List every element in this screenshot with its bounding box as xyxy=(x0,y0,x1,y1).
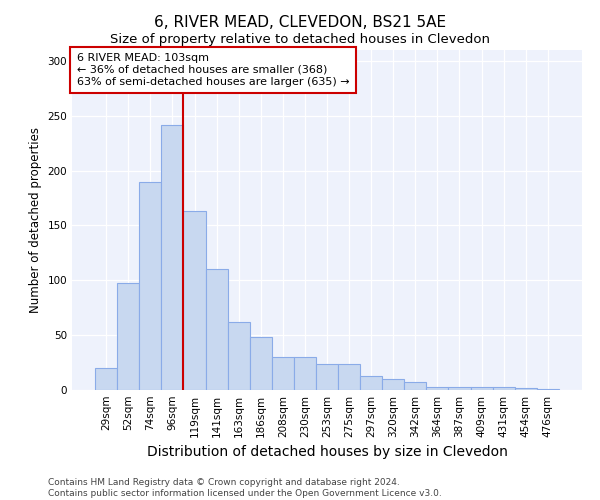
Bar xyxy=(206,270,227,390)
Text: 6 RIVER MEAD: 103sqm
← 36% of detached houses are smaller (368)
63% of semi-deta: 6 RIVER MEAD: 103sqm ← 36% of detached h… xyxy=(77,54,350,86)
Bar xyxy=(95,368,117,390)
Bar xyxy=(316,364,338,390)
Bar xyxy=(184,211,206,390)
Bar xyxy=(117,282,139,390)
Bar xyxy=(382,379,404,390)
Bar xyxy=(250,338,272,390)
Bar xyxy=(427,386,448,390)
Bar xyxy=(294,357,316,390)
Bar xyxy=(515,388,537,390)
Bar xyxy=(338,364,360,390)
Bar xyxy=(360,376,382,390)
Text: Size of property relative to detached houses in Clevedon: Size of property relative to detached ho… xyxy=(110,32,490,46)
Text: 6, RIVER MEAD, CLEVEDON, BS21 5AE: 6, RIVER MEAD, CLEVEDON, BS21 5AE xyxy=(154,15,446,30)
Text: Contains HM Land Registry data © Crown copyright and database right 2024.
Contai: Contains HM Land Registry data © Crown c… xyxy=(48,478,442,498)
Bar xyxy=(161,124,184,390)
Bar xyxy=(139,182,161,390)
Bar xyxy=(493,386,515,390)
Bar xyxy=(404,382,427,390)
Bar xyxy=(272,357,294,390)
Bar xyxy=(470,386,493,390)
X-axis label: Distribution of detached houses by size in Clevedon: Distribution of detached houses by size … xyxy=(146,446,508,460)
Y-axis label: Number of detached properties: Number of detached properties xyxy=(29,127,42,313)
Bar xyxy=(537,389,559,390)
Bar xyxy=(227,322,250,390)
Bar xyxy=(448,386,470,390)
